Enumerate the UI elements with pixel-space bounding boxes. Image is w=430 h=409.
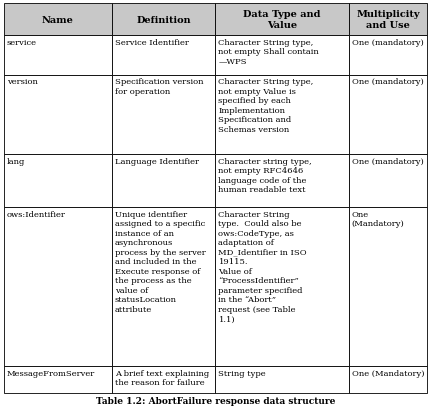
Bar [215, 366, 348, 393]
Bar [348, 366, 426, 393]
Bar [215, 4, 348, 36]
Text: Specification version
for operation: Specification version for operation [115, 78, 203, 96]
Bar [348, 36, 426, 76]
Bar [112, 366, 215, 393]
Text: Unique identifier
assigned to a specific
instance of an
asynchronous
process by : Unique identifier assigned to a specific… [115, 210, 205, 313]
Bar [4, 36, 112, 76]
Bar [4, 366, 112, 393]
Text: One (Mandatory): One (Mandatory) [351, 369, 423, 377]
Bar [215, 76, 348, 155]
Text: One
(Mandatory): One (Mandatory) [351, 210, 404, 228]
Text: Service Identifier: Service Identifier [115, 38, 188, 46]
Text: ows:Identifier: ows:Identifier [7, 210, 66, 218]
Text: One (mandatory): One (mandatory) [351, 38, 423, 46]
Text: MessageFromServer: MessageFromServer [7, 369, 95, 377]
Bar [112, 36, 215, 76]
Bar [215, 155, 348, 208]
Bar [4, 76, 112, 155]
Text: Table 1.2: AbortFailure response data structure: Table 1.2: AbortFailure response data st… [95, 397, 335, 405]
Bar [4, 208, 112, 366]
Text: String type: String type [218, 369, 265, 377]
Text: Character String type,
not empty Value is
specified by each
Implementation
Speci: Character String type, not empty Value i… [218, 78, 313, 133]
Bar [112, 208, 215, 366]
Text: Multiplicity
and Use: Multiplicity and Use [355, 10, 419, 30]
Text: Data Type and
Value: Data Type and Value [243, 10, 320, 30]
Text: version: version [7, 78, 38, 86]
Bar [112, 4, 215, 36]
Text: service: service [7, 38, 37, 46]
Bar [348, 155, 426, 208]
Text: Character String type,
not empty Shall contain
—WPS: Character String type, not empty Shall c… [218, 38, 319, 65]
Bar [4, 4, 112, 36]
Text: lang: lang [7, 157, 25, 165]
Text: Definition: Definition [136, 16, 190, 25]
Text: Name: Name [42, 16, 74, 25]
Text: Language Identifier: Language Identifier [115, 157, 198, 165]
Text: One (mandatory): One (mandatory) [351, 157, 423, 165]
Bar [348, 76, 426, 155]
Text: Character String
type.  Could also be
ows:CodeType, as
adaptation of
MD_Identifi: Character String type. Could also be ows… [218, 210, 307, 323]
Bar [348, 208, 426, 366]
Text: Character string type,
not empty RFC4646
language code of the
human readable tex: Character string type, not empty RFC4646… [218, 157, 311, 194]
Bar [348, 4, 426, 36]
Bar [215, 36, 348, 76]
Bar [4, 155, 112, 208]
Bar [215, 208, 348, 366]
Bar [112, 76, 215, 155]
Bar [112, 155, 215, 208]
Text: One (mandatory): One (mandatory) [351, 78, 423, 86]
Text: A brief text explaining
the reason for failure: A brief text explaining the reason for f… [115, 369, 209, 387]
